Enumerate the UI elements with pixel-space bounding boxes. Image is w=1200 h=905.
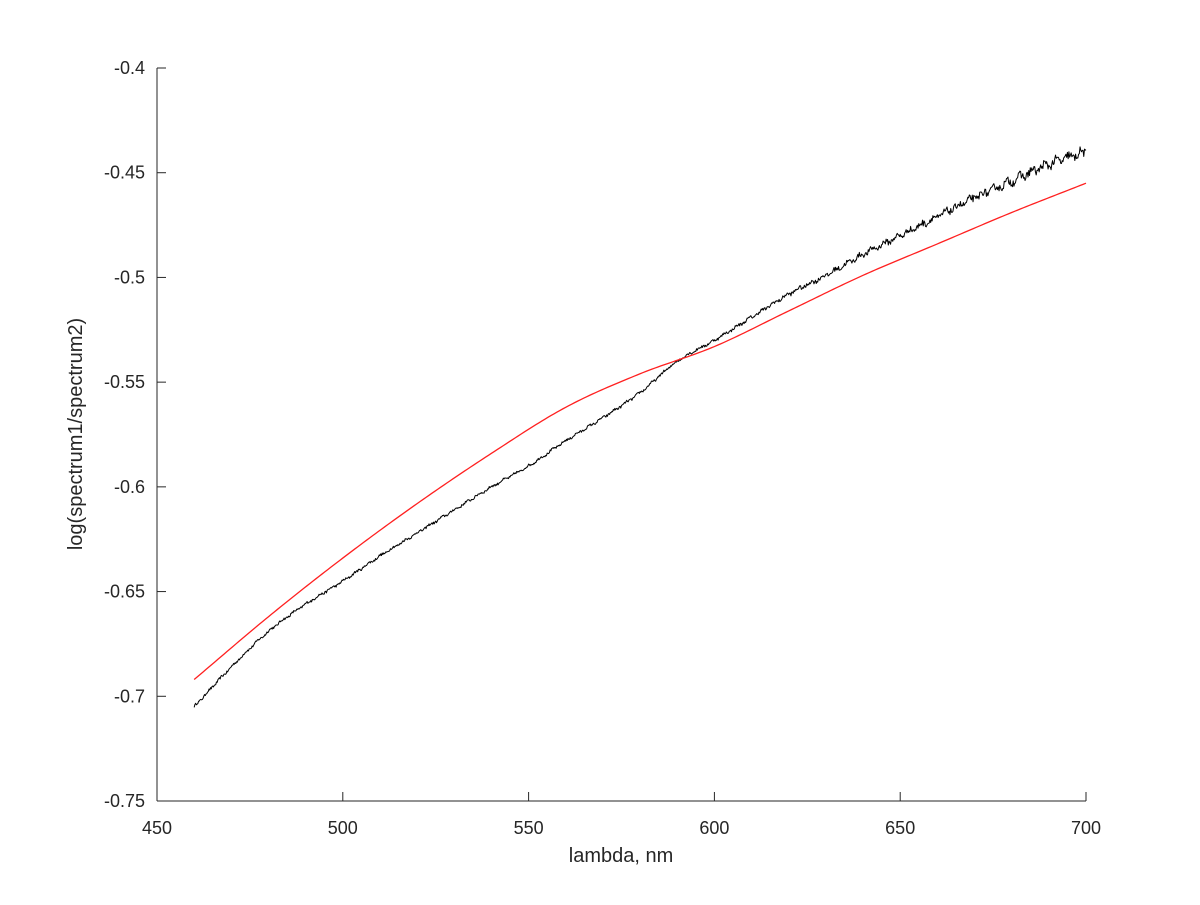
- x-tick-label: 500: [328, 818, 358, 838]
- series-line-2: [193, 182, 1087, 681]
- x-tick-label: 700: [1071, 818, 1101, 838]
- series-layer: [193, 146, 1087, 708]
- y-tick-label: -0.75: [104, 791, 145, 811]
- y-tick-label: -0.45: [104, 163, 145, 183]
- y-tick-label: -0.65: [104, 582, 145, 602]
- x-tick-label: 550: [514, 818, 544, 838]
- axes: [156, 67, 1087, 802]
- series-line-1: [193, 146, 1087, 708]
- y-tick-label: -0.7: [114, 686, 145, 706]
- tick-labels: 450 500 550 600 650 700 -0.75 -0.7 -0.65 -0.6 -0.5…: [104, 58, 1101, 838]
- y-axis-title: log(spectrum1/spectrum2): [65, 318, 87, 550]
- y-tick-label: -0.5: [114, 267, 145, 287]
- y-tick-label: -0.6: [114, 477, 145, 497]
- y-tick-label: -0.55: [104, 372, 145, 392]
- x-tick-label: 450: [142, 818, 172, 838]
- y-tick-label: -0.4: [114, 58, 145, 78]
- x-tick-label: 600: [699, 818, 729, 838]
- x-axis-title: lambda, nm: [569, 845, 674, 867]
- x-tick-label: 650: [885, 818, 915, 838]
